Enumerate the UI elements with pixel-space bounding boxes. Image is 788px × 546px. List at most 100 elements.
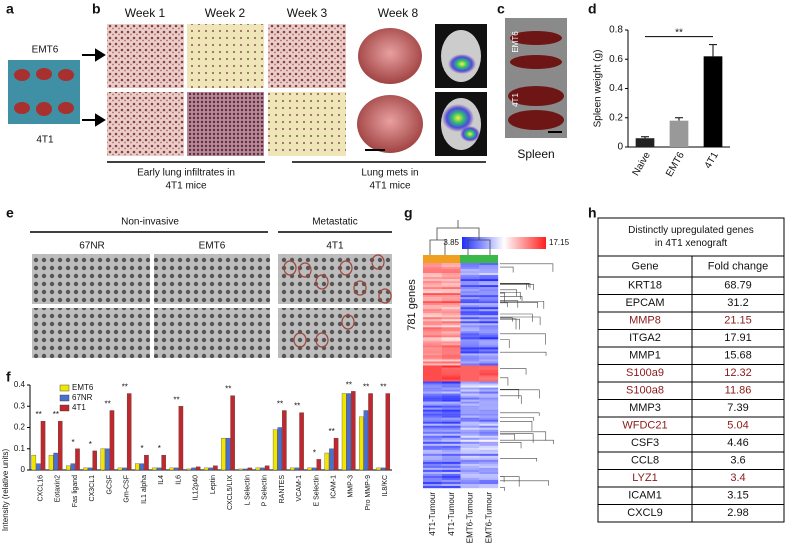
heat-cell bbox=[423, 329, 442, 332]
heat-cell bbox=[460, 413, 480, 416]
heat-cell bbox=[423, 421, 442, 424]
tumour-label: EMT6 bbox=[32, 45, 59, 56]
x-tick-label: VCAM-1 bbox=[296, 475, 303, 502]
heat-cell bbox=[479, 371, 499, 374]
heat-cell bbox=[460, 439, 480, 442]
caption: 4T1 mice bbox=[369, 181, 411, 192]
heat-cell bbox=[441, 395, 461, 398]
heat-cell bbox=[460, 297, 480, 300]
heat-cell bbox=[460, 445, 480, 449]
fold-change: 11.86 bbox=[725, 385, 752, 397]
gene-table: Distinctly upregulated genes in 4T1 xenog… bbox=[597, 217, 785, 523]
heat-cell bbox=[479, 483, 499, 487]
heat-cell bbox=[423, 293, 442, 296]
heat-cell bbox=[460, 337, 480, 340]
bar bbox=[161, 454, 166, 471]
heat-cell bbox=[423, 371, 442, 374]
heat-cell bbox=[460, 293, 480, 296]
heat-cell bbox=[441, 381, 461, 384]
heat-cell bbox=[441, 361, 461, 364]
heat-cell bbox=[423, 423, 442, 426]
heat-cell bbox=[460, 441, 480, 445]
bar bbox=[272, 429, 278, 471]
heat-cell bbox=[441, 447, 461, 451]
table-title: Distinctly upregulated genes in 4T1 xenog… bbox=[628, 225, 754, 249]
fold-change: 5.04 bbox=[727, 420, 748, 432]
array-label: 67NR bbox=[79, 241, 105, 252]
heat-cell bbox=[423, 331, 442, 334]
heat-cell bbox=[479, 317, 499, 320]
heat-cell bbox=[479, 389, 499, 392]
heat-cell bbox=[460, 447, 480, 451]
heat-cell bbox=[441, 325, 461, 328]
bar bbox=[195, 466, 201, 471]
heat-cell bbox=[423, 373, 442, 376]
heat-cell bbox=[479, 485, 499, 489]
heat-cell bbox=[460, 449, 480, 453]
heat-cell bbox=[460, 277, 480, 280]
heat-cell bbox=[441, 363, 461, 366]
heat-cell bbox=[460, 339, 480, 342]
heat-cell bbox=[441, 459, 461, 463]
bar bbox=[290, 467, 295, 471]
heat-cell bbox=[441, 485, 461, 489]
heat-cell bbox=[423, 459, 442, 463]
heat-cell bbox=[460, 351, 480, 354]
bar bbox=[36, 463, 41, 471]
heat-cell bbox=[479, 409, 499, 412]
heat-cell bbox=[460, 397, 480, 400]
heat-cell bbox=[423, 295, 442, 298]
heat-cell bbox=[479, 429, 499, 432]
dendro-branch bbox=[500, 263, 554, 272]
heat-cell bbox=[423, 265, 442, 268]
heat-cell bbox=[460, 263, 480, 266]
arrows bbox=[82, 48, 106, 127]
heat-cell bbox=[423, 269, 442, 272]
x-tick-label: CXCL5/LIX bbox=[227, 475, 234, 510]
heat-cell bbox=[423, 467, 442, 471]
heat-cell bbox=[423, 433, 442, 436]
significance: ** bbox=[36, 410, 42, 419]
column-label: 4T1-Tumour bbox=[447, 492, 456, 536]
bar bbox=[282, 410, 287, 471]
heat-cell bbox=[460, 411, 480, 414]
heat-cell bbox=[479, 303, 499, 306]
heat-cell bbox=[423, 477, 442, 481]
heat-cell bbox=[460, 415, 480, 418]
color-scale bbox=[462, 237, 546, 249]
heat-cell bbox=[479, 475, 499, 479]
heat-cell bbox=[441, 333, 461, 336]
heat-cell bbox=[460, 345, 480, 348]
heat-cell bbox=[441, 411, 461, 414]
bar bbox=[264, 465, 270, 471]
heat-cell bbox=[460, 313, 480, 316]
bar bbox=[208, 467, 214, 471]
heat-cell bbox=[460, 343, 480, 346]
heat-cell bbox=[441, 273, 461, 276]
heat-cell bbox=[479, 431, 499, 434]
heat-cell bbox=[423, 429, 442, 432]
heat-cell bbox=[479, 357, 499, 360]
heat-cell bbox=[423, 393, 442, 396]
group-bar bbox=[460, 255, 498, 263]
fold-change: 68.79 bbox=[724, 280, 752, 292]
y-tick-label: 0.8 bbox=[609, 25, 623, 36]
heat-cell bbox=[460, 385, 480, 388]
heat-cell bbox=[423, 375, 442, 378]
y-tick-label: 0.4 bbox=[609, 83, 623, 94]
heat-cell bbox=[441, 449, 461, 453]
panel-letter: h bbox=[588, 205, 597, 221]
heat-cell bbox=[423, 405, 442, 408]
heat-cell bbox=[460, 359, 480, 362]
bar bbox=[66, 465, 71, 471]
heat-cell bbox=[441, 365, 461, 368]
heat-cell bbox=[423, 271, 442, 274]
heat-cell bbox=[479, 439, 499, 442]
heat-cell bbox=[441, 311, 461, 314]
significance: ** bbox=[173, 395, 179, 404]
legend-swatch bbox=[59, 404, 70, 412]
heat-cell bbox=[479, 393, 499, 396]
heat-cell bbox=[460, 391, 480, 394]
heat-cell bbox=[479, 379, 499, 382]
heat-cell bbox=[460, 465, 480, 469]
